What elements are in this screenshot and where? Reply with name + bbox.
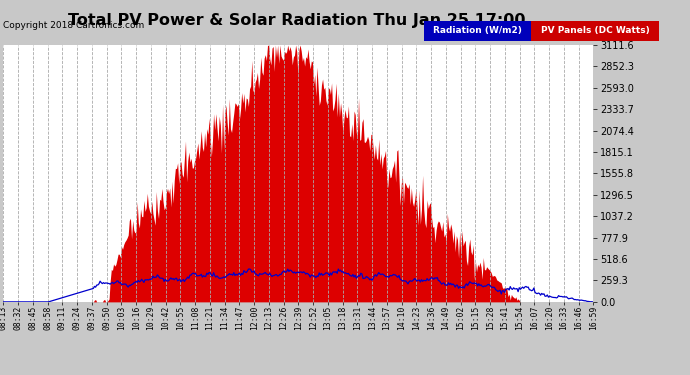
- Text: Total PV Power & Solar Radiation Thu Jan 25 17:00: Total PV Power & Solar Radiation Thu Jan…: [68, 13, 526, 28]
- Text: PV Panels (DC Watts): PV Panels (DC Watts): [541, 26, 649, 36]
- Text: Radiation (W/m2): Radiation (W/m2): [433, 26, 522, 36]
- Text: Copyright 2018 Cartronics.com: Copyright 2018 Cartronics.com: [3, 21, 145, 30]
